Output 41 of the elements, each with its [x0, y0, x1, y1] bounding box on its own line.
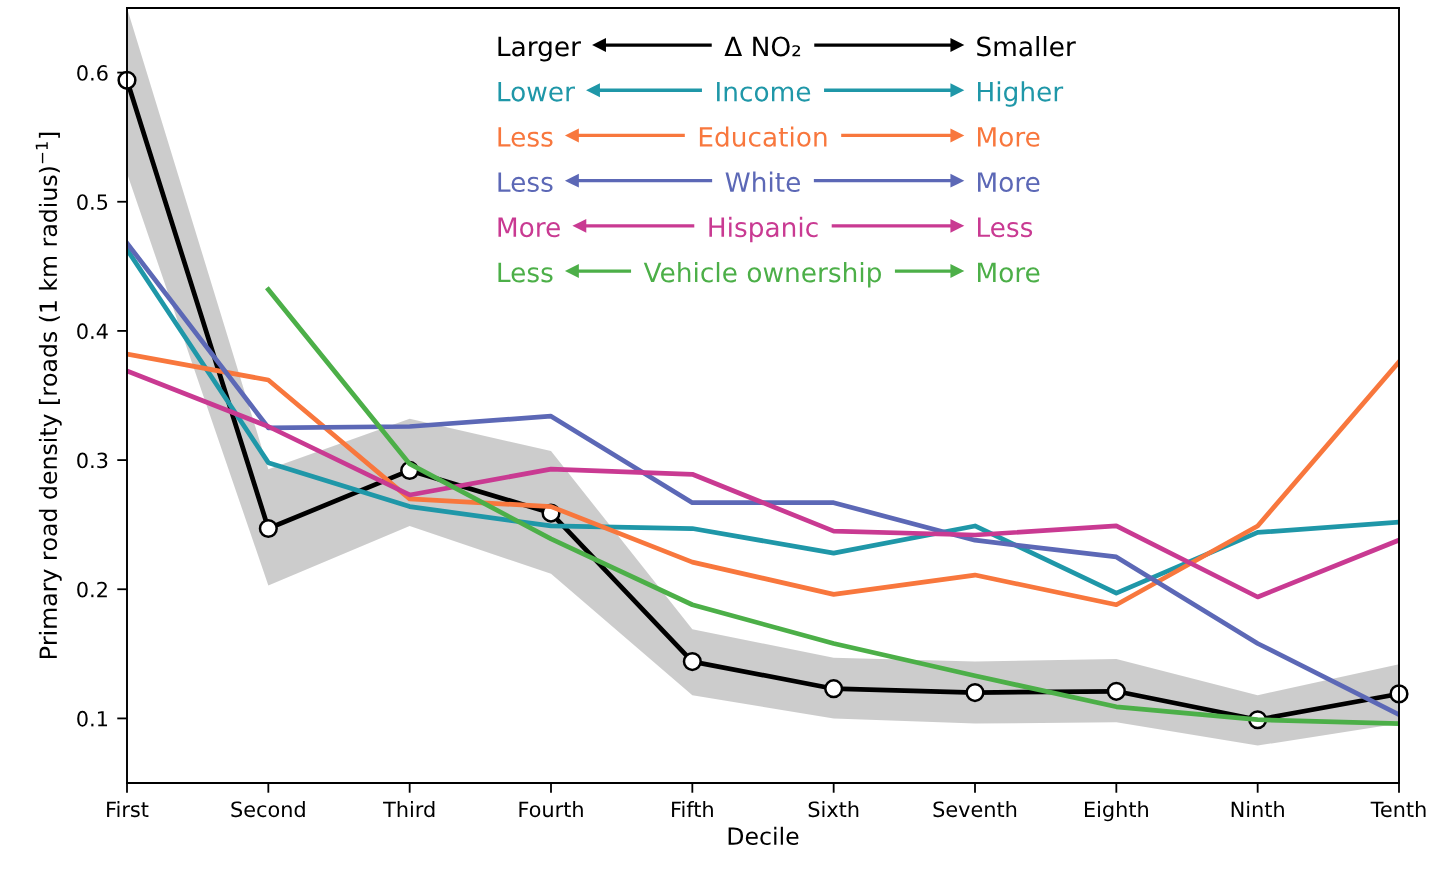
annotation: Less [498, 262, 553, 283]
point [824, 679, 844, 699]
annotation: Less [498, 127, 553, 147]
x-tick-label: Tenth [1370, 801, 1426, 818]
point [965, 683, 985, 703]
point [1106, 681, 1126, 701]
x-axis-title: Decile [728, 826, 799, 846]
annotation: Larger [498, 36, 581, 62]
annotation: Less [498, 172, 553, 193]
annotation: More [978, 262, 1040, 283]
legend-label: Δ NO₂ [724, 36, 801, 57]
legend-label: Hispanic [709, 216, 818, 243]
x-tick-label: Third [383, 801, 435, 818]
x-tick-label: Eighth [1085, 801, 1148, 822]
y-tick-label: 0.5 [77, 194, 108, 210]
annotation: Higher [978, 81, 1064, 107]
legend-label: Education [699, 126, 827, 147]
x-tick-label: First [107, 801, 149, 818]
x-tick-label: Ninth [1231, 801, 1284, 817]
annotation: Lower [498, 82, 575, 102]
y-tick-label: 0.6 [77, 65, 108, 81]
y-axis-title: Primary road density [roads (1 km radius)$^{−1}$] [35, 132, 62, 658]
legend-label: Vehicle ownership [643, 262, 881, 288]
annotation: Less [978, 217, 1033, 238]
text: White [725, 171, 800, 193]
annotation: Smaller [977, 36, 1076, 57]
x-tick-label: Second [231, 801, 305, 818]
point [258, 518, 278, 539]
annotation: More [498, 217, 560, 238]
x-tick-label: Fourth [519, 801, 583, 818]
legend-label: Income [717, 82, 811, 102]
y-tick-label: 0.4 [77, 323, 108, 340]
annotation: More [978, 127, 1040, 147]
y-tick-label: 0.1 [77, 710, 108, 727]
annotation: More [978, 172, 1040, 193]
point [682, 652, 702, 672]
x-tick-label: Fifth [672, 801, 713, 817]
x-tick-label: Seventh [933, 801, 1017, 818]
x-tick-label: Sixth [808, 801, 859, 818]
y-tick-label: 0.2 [77, 581, 107, 598]
y-tick-label: 0.3 [77, 452, 108, 469]
